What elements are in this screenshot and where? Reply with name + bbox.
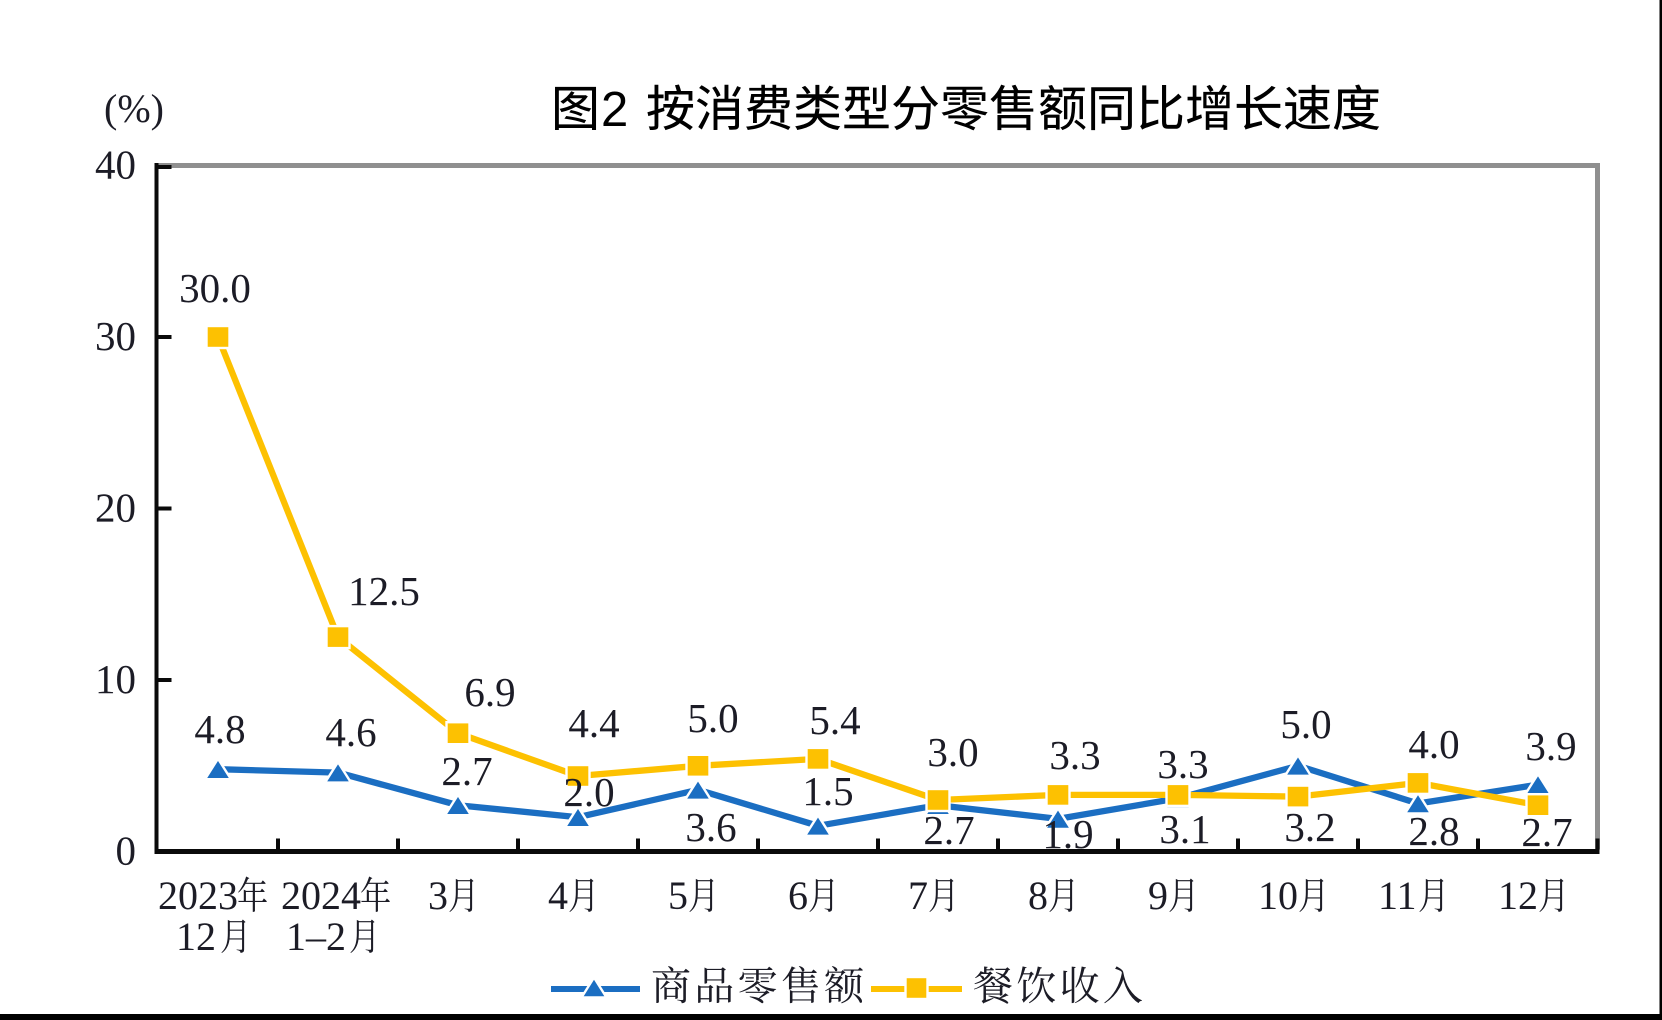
- svg-text:2.7: 2.7: [1521, 809, 1572, 855]
- svg-text:40: 40: [95, 142, 136, 188]
- svg-text:4.8: 4.8: [194, 706, 245, 752]
- svg-text:4: 4: [548, 873, 568, 918]
- svg-text:1–2: 1–2: [286, 914, 346, 959]
- svg-text:2.0: 2.0: [563, 769, 614, 815]
- svg-text:4.6: 4.6: [325, 709, 376, 755]
- svg-text:3: 3: [428, 873, 448, 918]
- svg-text:30: 30: [95, 313, 136, 359]
- svg-text:20: 20: [95, 485, 136, 531]
- svg-text:3.0: 3.0: [927, 729, 978, 775]
- svg-text:12: 12: [176, 914, 216, 959]
- svg-text:5: 5: [668, 873, 688, 918]
- svg-text:6.9: 6.9: [464, 669, 515, 715]
- svg-text:8: 8: [1028, 873, 1048, 918]
- svg-text:2.7: 2.7: [441, 748, 492, 794]
- svg-text:3.2: 3.2: [1284, 804, 1335, 850]
- svg-text:11: 11: [1378, 873, 1417, 918]
- svg-text:1.9: 1.9: [1042, 811, 1093, 857]
- svg-text:5.4: 5.4: [809, 697, 860, 743]
- svg-text:2024: 2024: [281, 873, 361, 918]
- svg-text:6: 6: [788, 873, 808, 918]
- svg-text:2.7: 2.7: [923, 807, 974, 853]
- svg-text:4.4: 4.4: [568, 700, 619, 746]
- svg-text:3.6: 3.6: [685, 804, 736, 850]
- svg-text:3.3: 3.3: [1049, 732, 1100, 778]
- svg-text:3.3: 3.3: [1157, 741, 1208, 787]
- svg-text:2: 2: [601, 83, 628, 137]
- svg-text:2.8: 2.8: [1408, 808, 1459, 854]
- svg-text:5.0: 5.0: [687, 695, 738, 741]
- svg-text:3.1: 3.1: [1159, 806, 1210, 852]
- svg-text:30.0: 30.0: [179, 265, 251, 311]
- svg-text:10: 10: [95, 656, 136, 702]
- svg-text:10: 10: [1258, 873, 1298, 918]
- svg-text:0: 0: [116, 828, 137, 874]
- svg-text:5.0: 5.0: [1280, 701, 1331, 747]
- svg-text:1.5: 1.5: [802, 768, 853, 814]
- svg-text:12: 12: [1498, 873, 1538, 918]
- svg-text:2023: 2023: [158, 873, 238, 918]
- svg-text:3.9: 3.9: [1525, 723, 1576, 769]
- svg-text:4.0: 4.0: [1408, 721, 1459, 767]
- svg-text:12.5: 12.5: [348, 568, 420, 614]
- svg-text:7: 7: [908, 873, 928, 918]
- svg-text:9: 9: [1148, 873, 1168, 918]
- svg-text:(%): (%): [104, 86, 164, 131]
